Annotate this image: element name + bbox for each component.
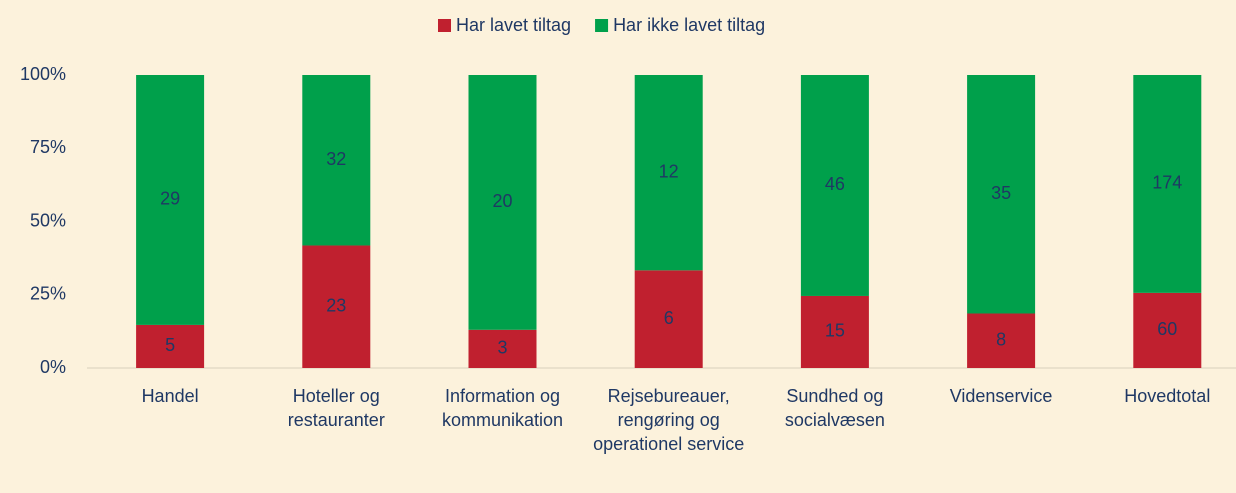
x-tick-label: Hovedtotal (1124, 386, 1211, 406)
bar-segment (634, 75, 703, 271)
data-label: 12 (659, 161, 679, 181)
y-tick-label: 100% (20, 64, 66, 84)
x-tick-label: Information og kommunikation (441, 386, 564, 430)
x-tick-label: Rejsebureauer, rengøring og operationel … (593, 386, 745, 454)
data-label: 174 (1152, 173, 1182, 193)
data-label: 46 (825, 174, 845, 194)
data-label: 32 (326, 149, 346, 169)
legend-swatch (438, 19, 451, 32)
data-label: 29 (160, 189, 180, 209)
bar-segment (800, 295, 869, 368)
x-tick-label: Handel (141, 386, 199, 406)
bar-segment (468, 75, 537, 330)
bar-segment (136, 75, 205, 325)
bar-segment (302, 245, 371, 368)
data-label: 6 (664, 308, 674, 328)
bar-segment (634, 270, 703, 368)
legend-swatch (595, 19, 609, 32)
y-tick-label: 50% (30, 210, 66, 230)
y-tick-label: 75% (30, 137, 66, 157)
data-label: 23 (326, 295, 346, 315)
data-label: 60 (1157, 319, 1177, 339)
bar-segment (136, 324, 205, 368)
y-tick-label: 0% (40, 357, 66, 377)
bar-segment (468, 329, 537, 368)
bar-segment (967, 313, 1036, 368)
data-label: 5 (165, 335, 175, 355)
legend-label: Har lavet tiltag (456, 15, 571, 35)
x-tick-label: Sundhed og socialvæsen (784, 386, 885, 430)
bar-segment (1133, 292, 1202, 368)
bar-segment (1133, 75, 1202, 293)
data-label: 15 (825, 321, 845, 341)
x-tick-label: Hoteller og restauranter (287, 386, 385, 430)
legend-label: Har ikke lavet tiltag (613, 15, 765, 35)
bar-segment (302, 75, 371, 246)
data-label: 20 (492, 191, 512, 211)
data-label: 3 (497, 338, 507, 358)
data-label: 8 (996, 329, 1006, 349)
data-label: 35 (991, 183, 1011, 203)
bar-segment (967, 75, 1036, 314)
x-tick-label: Videnservice (949, 386, 1053, 406)
y-tick-label: 25% (30, 284, 66, 304)
bar-segment (800, 75, 869, 296)
